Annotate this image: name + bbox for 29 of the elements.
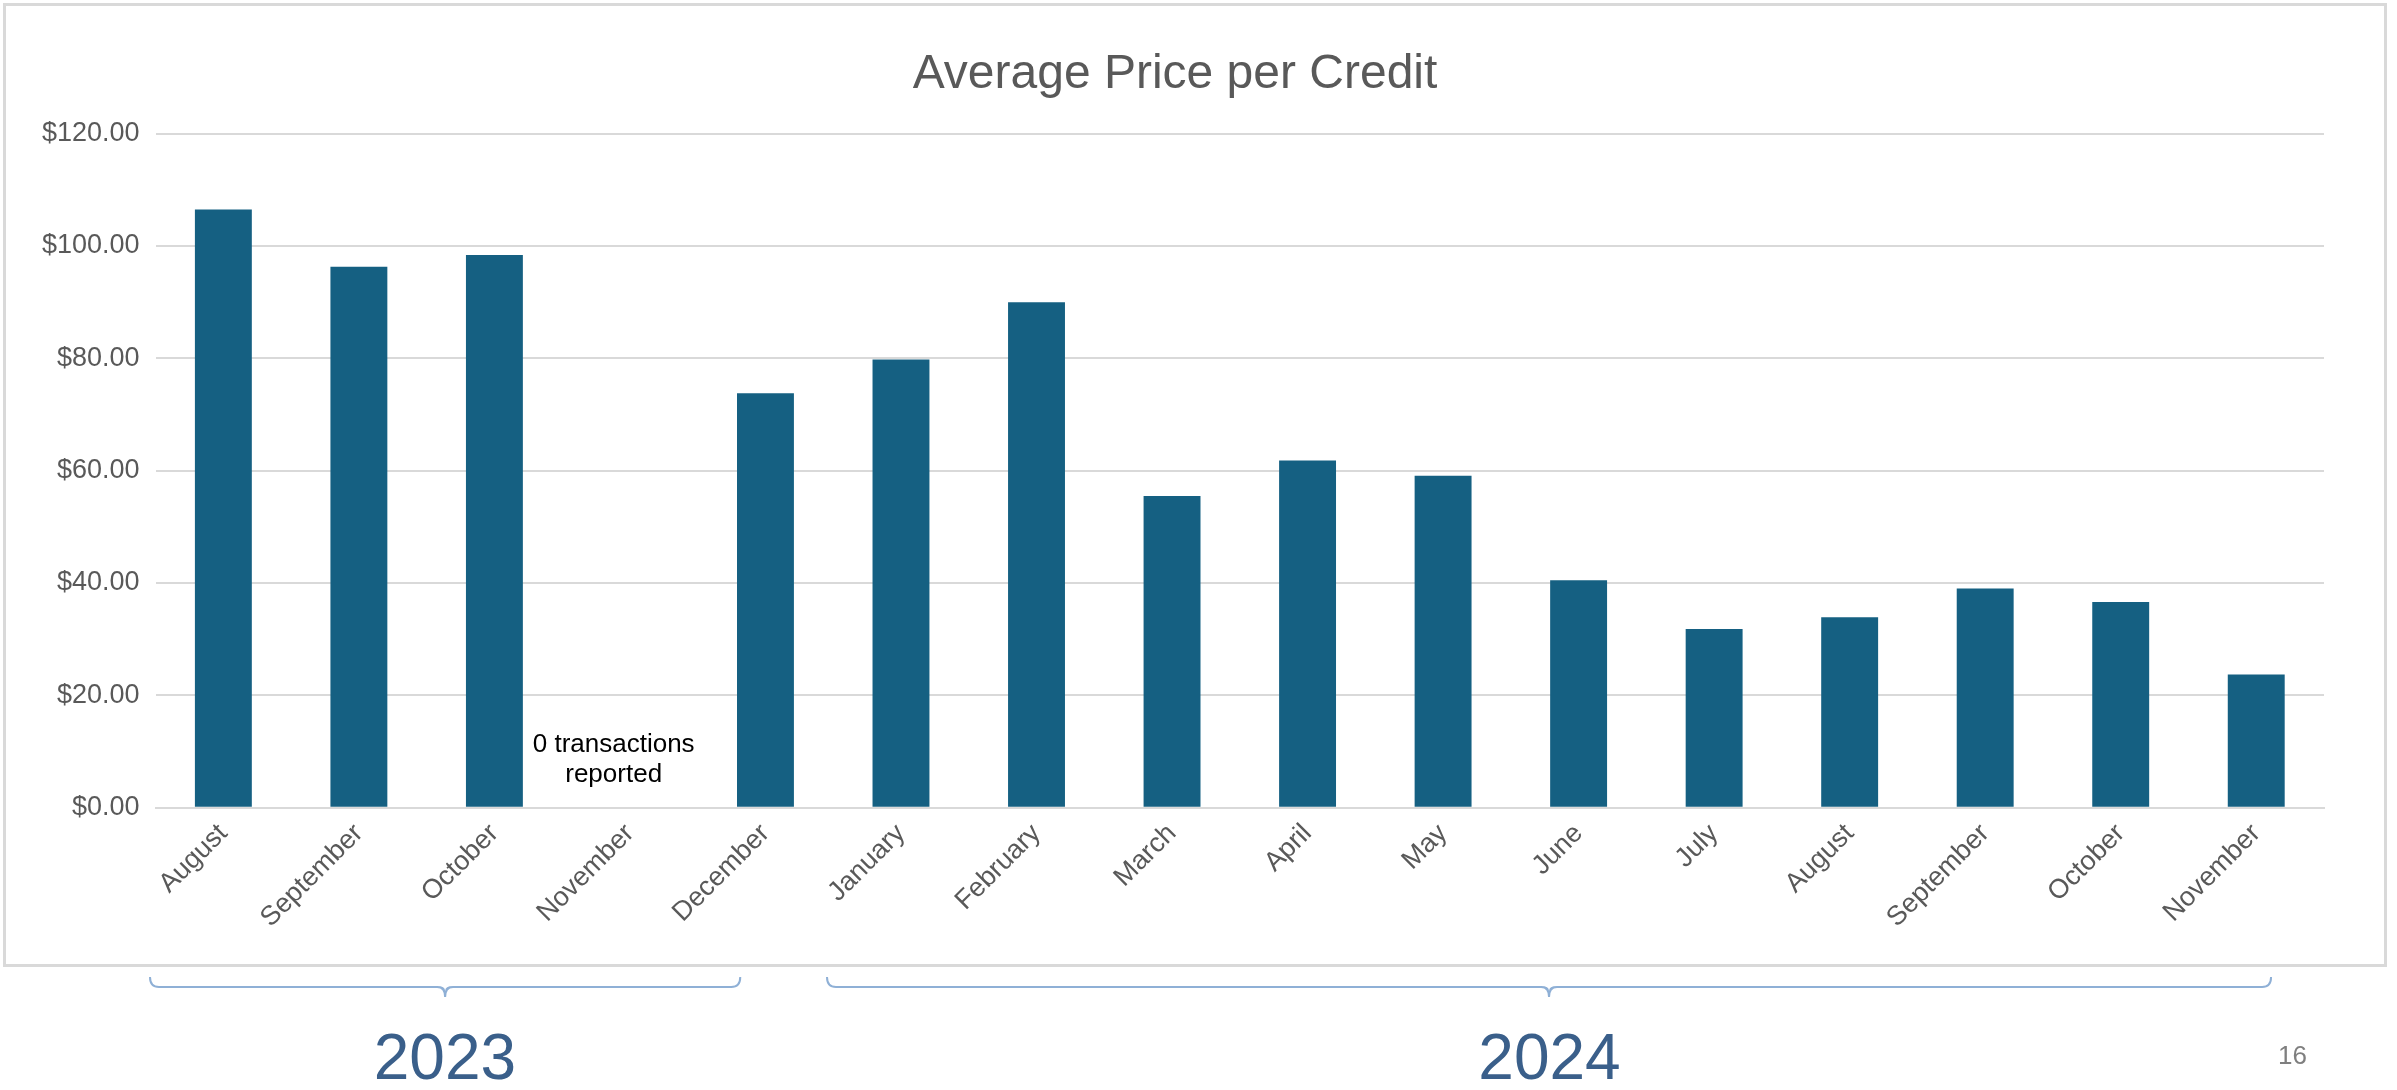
bar (737, 393, 794, 807)
bar (1279, 460, 1337, 807)
bar (1956, 588, 2014, 807)
bar (1143, 495, 1201, 807)
bar (1008, 302, 1065, 807)
annotation: 0 transactions reported (532, 727, 695, 788)
bar (1821, 617, 1879, 807)
y-tick-label: $20.00 (57, 678, 140, 709)
y-tick-label: $120.00 (41, 117, 140, 148)
text: 2024 (1478, 1020, 1621, 1090)
bar (330, 266, 388, 807)
text: 16 (2278, 1040, 2307, 1071)
y-tick-label: $60.00 (57, 454, 140, 485)
y-tick-label: $80.00 (57, 341, 140, 372)
y-tick-label: $40.00 (57, 566, 140, 597)
bar (194, 209, 252, 807)
x-tick-label: July (1668, 817, 1724, 873)
text: 2023 (373, 1020, 517, 1090)
bar (2227, 674, 2285, 807)
y-tick-label: $0.00 (72, 791, 140, 822)
bar (1550, 580, 1608, 807)
y-tick-label: $100.00 (41, 229, 140, 260)
bar (1414, 475, 1472, 807)
bar (465, 254, 523, 807)
bar (872, 359, 930, 807)
bar (2092, 602, 2150, 807)
chart-title: Average Price per Credit (912, 45, 1438, 99)
x-tick-label: May (1395, 817, 1453, 875)
bar (1685, 629, 1743, 807)
